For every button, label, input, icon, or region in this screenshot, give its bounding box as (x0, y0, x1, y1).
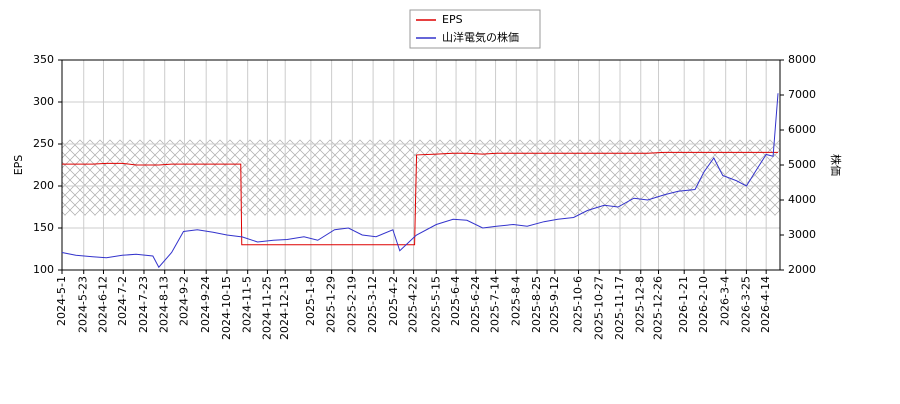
series-line (62, 151, 779, 246)
x-tick-label: 2026-2-10 (697, 276, 710, 333)
x-tick-label: 2024-11-25 (260, 276, 273, 340)
x-tick-label: 2025-11-17 (613, 276, 626, 340)
y2-tick-label: 5000 (788, 158, 816, 171)
x-tick-label: 2025-6-4 (449, 276, 462, 326)
x-tick-label: 2024-7-23 (137, 276, 150, 333)
x-tick-label: 2025-6-24 (469, 276, 482, 333)
x-tick-label: 2024-12-13 (278, 276, 291, 340)
x-tick-label: 2025-1-29 (325, 276, 338, 333)
x-tick-label: 2024-5-23 (77, 276, 90, 333)
x-tick-label: 2026-1-21 (677, 276, 690, 333)
x-tick-label: 2025-12-26 (652, 276, 665, 340)
x-tick-label: 2025-4-22 (407, 276, 420, 333)
x-tick-label: 2024-5-1 (55, 276, 68, 326)
y2-tick-label: 3000 (788, 228, 816, 241)
x-tick-label: 2025-10-6 (572, 276, 585, 333)
y2-tick-label: 8000 (788, 53, 816, 66)
y2-axis-label: 株価 (829, 154, 843, 176)
x-tick-label: 2025-12-8 (634, 276, 647, 333)
x-tick-label: 2025-4-2 (387, 276, 400, 326)
y-axis-label: EPS (12, 155, 25, 176)
x-tick-label: 2025-2-19 (345, 276, 358, 333)
x-tick-label: 2025-9-12 (548, 276, 561, 333)
x-tick-label: 2026-4-14 (759, 276, 772, 333)
plot-frame (61, 59, 781, 271)
y-tick-label: 250 (33, 137, 54, 150)
x-tick-label: 2024-10-15 (220, 276, 233, 340)
x-tick-label: 2025-1-8 (304, 276, 317, 326)
x-tick-label: 2024-8-13 (158, 276, 171, 333)
y-tick-label: 200 (33, 179, 54, 192)
y-tick-label: 350 (33, 53, 54, 66)
x-tick-label: 2025-10-27 (592, 276, 605, 340)
x-tick-label: 2026-3-4 (719, 276, 732, 326)
shaded-range (62, 139, 780, 216)
y2-tick-label: 6000 (788, 123, 816, 136)
y2-tick-label: 4000 (788, 193, 816, 206)
legend-label: EPS (442, 13, 463, 26)
y-tick-label: 100 (33, 263, 54, 276)
x-tick-label: 2025-8-4 (509, 276, 522, 326)
y2-tick-label: 7000 (788, 88, 816, 101)
y-tick-label: 150 (33, 221, 54, 234)
x-tick-label: 2025-8-25 (530, 276, 543, 333)
legend-box (409, 9, 541, 49)
x-tick-label: 2024-7-2 (116, 276, 129, 326)
y2-tick-label: 2000 (788, 263, 816, 276)
y-tick-label: 300 (33, 95, 54, 108)
series-line (61, 93, 779, 269)
x-tick-label: 2024-9-2 (177, 276, 190, 326)
x-tick-label: 2025-5-15 (429, 276, 442, 333)
x-tick-label: 2025-3-12 (366, 276, 379, 333)
legend-label: 山洋電気の株価 (442, 30, 519, 44)
x-tick-label: 2024-6-12 (96, 276, 109, 333)
x-tick-label: 2025-7-14 (489, 276, 502, 333)
x-tick-label: 2026-3-25 (739, 276, 752, 333)
x-tick-label: 2024-9-24 (199, 276, 212, 333)
x-tick-label: 2024-11-5 (241, 276, 254, 333)
